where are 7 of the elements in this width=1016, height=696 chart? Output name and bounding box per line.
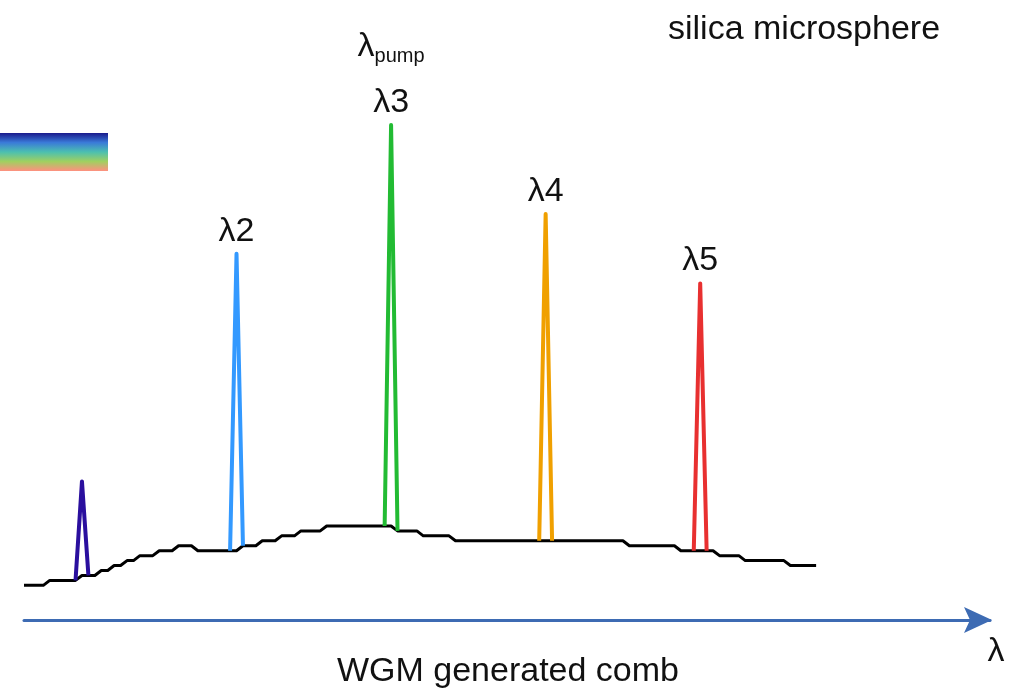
series-label: λ5: [682, 239, 719, 278]
text: silica microsphere: [668, 8, 941, 46]
x-axis-title: λ: [987, 630, 1005, 668]
series-label: λ3: [373, 81, 410, 119]
series-label: λ2: [218, 209, 255, 248]
text: WGM generated comb: [336, 650, 680, 688]
series-label: λ4: [527, 170, 564, 209]
